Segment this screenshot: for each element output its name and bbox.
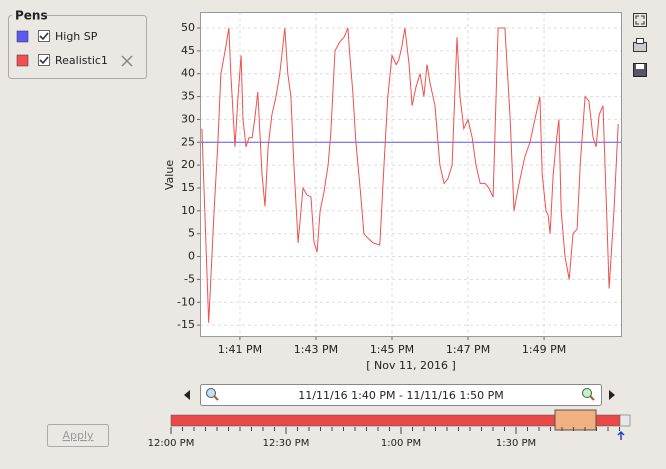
- y-tick-label: 50: [181, 21, 195, 34]
- pen-color: [16, 30, 29, 43]
- range-text: 11/11/16 1:40 PM - 11/11/16 1:50 PM: [298, 389, 503, 402]
- zoom-in[interactable]: [582, 388, 592, 398]
- y-tick-label: 30: [181, 112, 195, 125]
- pens-title-bg: [12, 8, 46, 22]
- zoom-out[interactable]: [206, 388, 216, 398]
- x-tick-label: 1:41 PM: [218, 343, 262, 356]
- check: [39, 32, 49, 41]
- y-tick-label: -5: [184, 272, 195, 285]
- prev-arrow[interactable]: [184, 390, 190, 400]
- pens-panel: [8, 15, 147, 79]
- apply-button[interactable]: [47, 424, 109, 447]
- y-tick-label: 0: [188, 250, 195, 263]
- x-tick-label: 1:47 PM: [446, 343, 490, 356]
- y-tick-label: 35: [181, 90, 195, 103]
- now-marker: [617, 430, 625, 440]
- x-axis-label: [ Nov 11, 2016 ]: [366, 359, 456, 372]
- overview-selection[interactable]: [554, 409, 597, 431]
- x-tick-label: 1:43 PM: [294, 343, 338, 356]
- overview-bar: [170, 414, 622, 427]
- remove-pen[interactable]: [121, 55, 133, 67]
- plot: [200, 12, 622, 337]
- y-axis-label: Value: [163, 160, 176, 190]
- y-tick-label: 20: [181, 158, 195, 171]
- pens-title: Pens: [15, 9, 48, 23]
- y-tick-label: 5: [188, 227, 195, 240]
- range-box: [200, 384, 602, 406]
- print-glyph: [636, 38, 644, 44]
- y-tick-label: 15: [181, 181, 195, 194]
- next-arrow[interactable]: [609, 390, 615, 400]
- zoom-fit-icon[interactable]: [633, 13, 647, 27]
- overview-end: [619, 414, 631, 427]
- y-tick-label: 45: [181, 44, 195, 57]
- check: [39, 56, 49, 65]
- plot-border: [200, 12, 622, 337]
- overview-label: 1:00 PM: [381, 438, 421, 449]
- y-tick-label: 40: [181, 67, 195, 80]
- pen-name: High SP: [55, 30, 98, 43]
- series-line: [201, 27, 619, 323]
- zoom-out-handle: [213, 395, 219, 401]
- overview-label: 1:30 PM: [496, 438, 536, 449]
- overview-axis: 12:00 PM 12:30 PM 1:00 PM 1:30 PM: [148, 427, 620, 449]
- x-tick-label: 1:45 PM: [370, 343, 414, 356]
- y-tick-label: 10: [181, 204, 195, 217]
- pen-color: [16, 54, 29, 67]
- save-glyph: [636, 64, 644, 69]
- zoom-in-handle: [589, 395, 595, 401]
- overview-label: 12:30 PM: [263, 438, 310, 449]
- pen-checkbox[interactable]: [38, 30, 50, 42]
- zoom-fit-glyph: [635, 15, 645, 25]
- pen-name: Realistic1: [55, 54, 108, 67]
- y-tick-label: -10: [177, 295, 195, 308]
- plot-area: [200, 12, 622, 337]
- pen-checkbox[interactable]: [38, 54, 50, 66]
- overview-label: 12:00 PM: [148, 438, 195, 449]
- y-tick-label: -15: [177, 318, 195, 331]
- apply-label: Apply: [62, 429, 94, 442]
- x-tick-label: 1:49 PM: [522, 343, 566, 356]
- y-tick-label: 25: [181, 135, 195, 148]
